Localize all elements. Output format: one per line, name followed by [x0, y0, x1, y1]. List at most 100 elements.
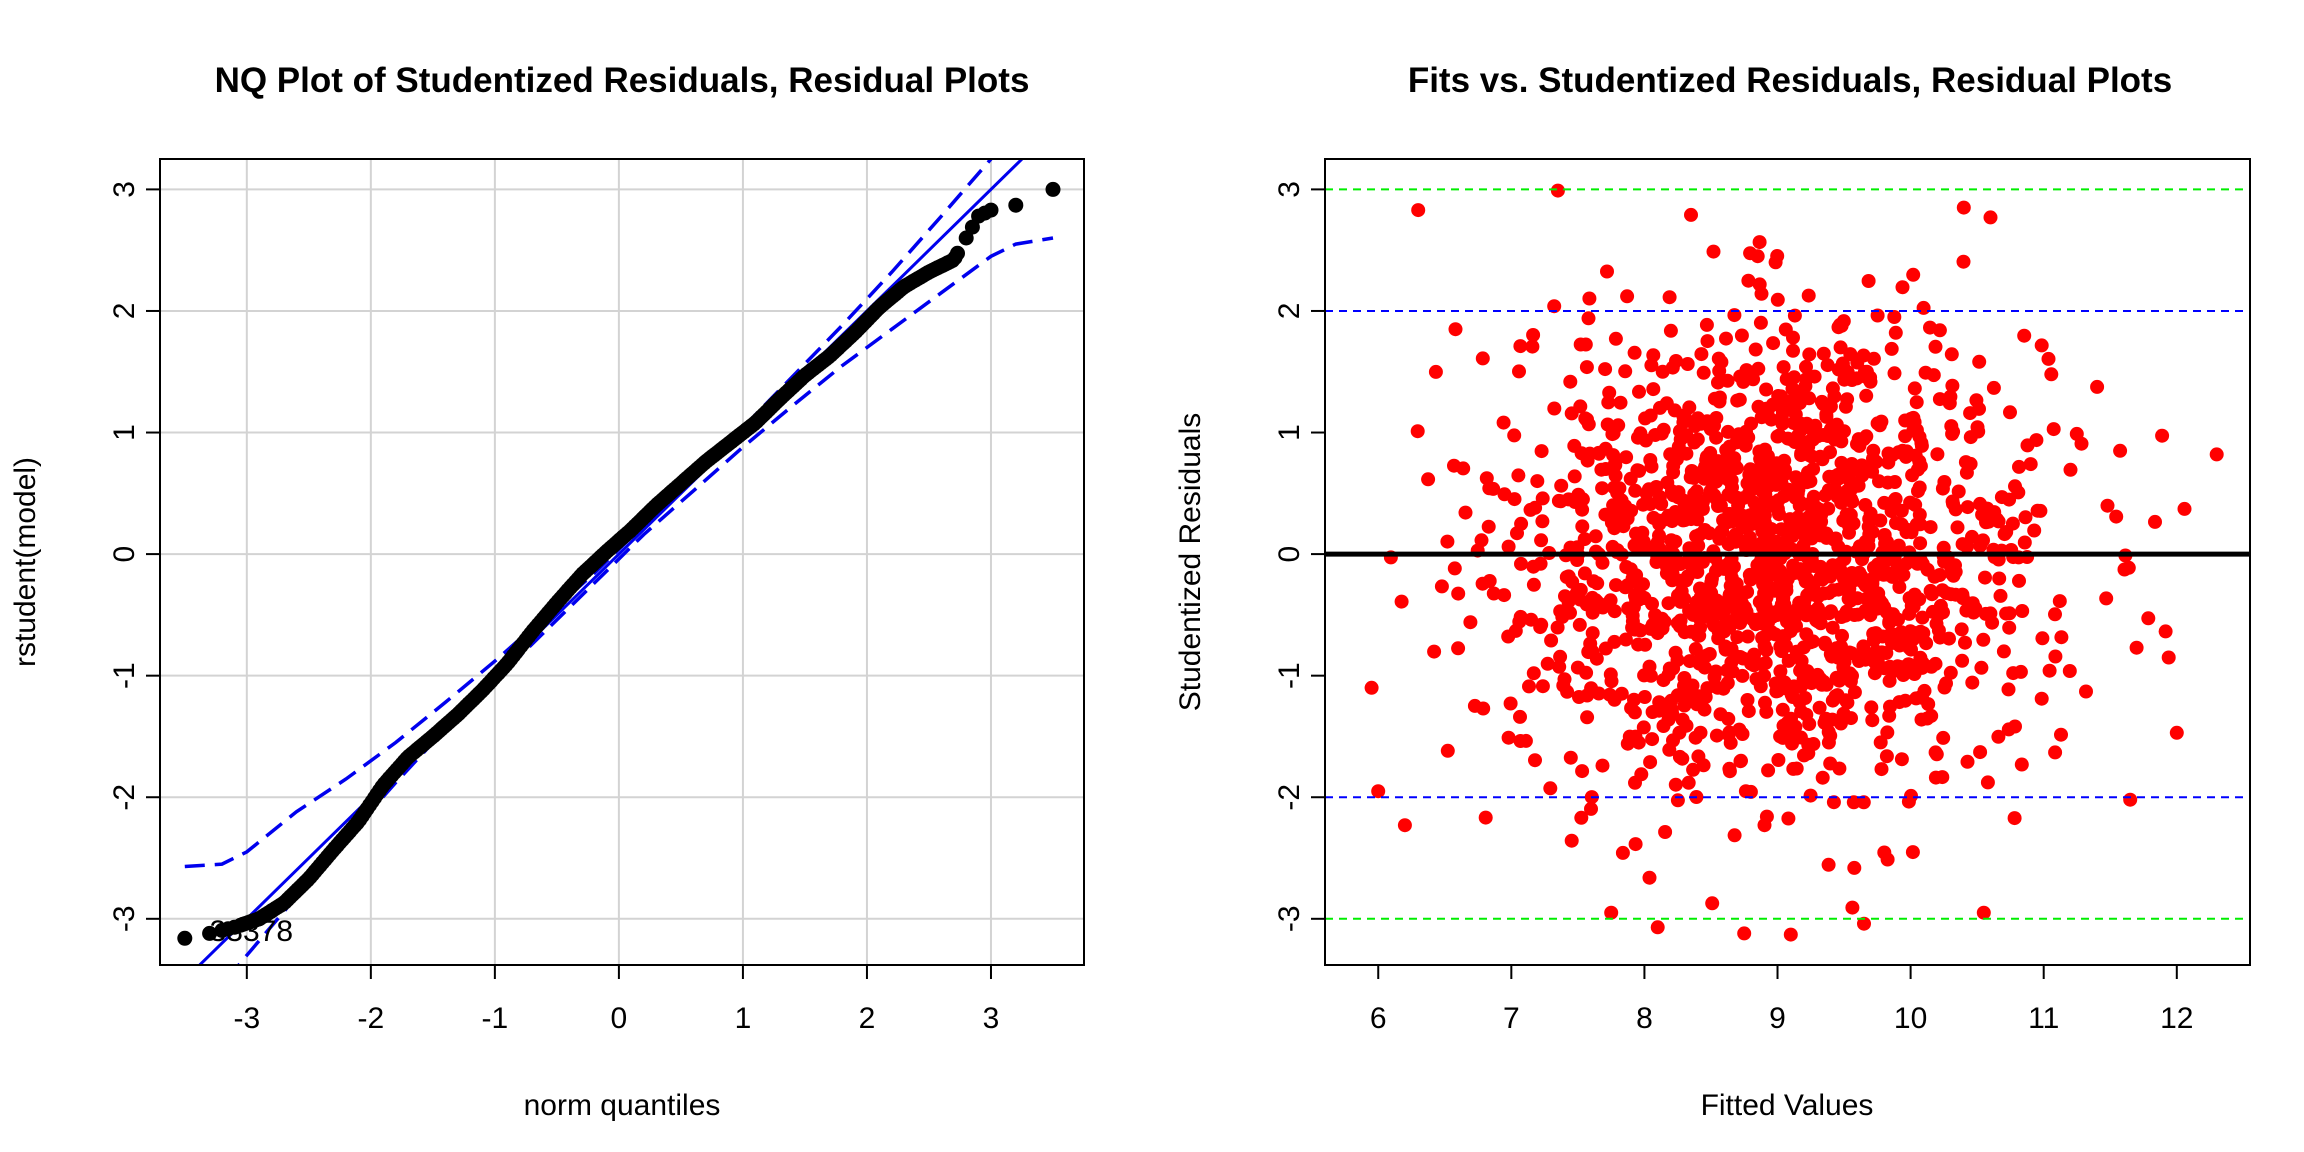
fits-plot-point [1780, 715, 1795, 730]
fits-plot-point [1833, 716, 1848, 731]
fits-plot-point [1526, 666, 1541, 681]
fits-plot-point [1754, 410, 1769, 425]
fits-plot-point [1554, 478, 1569, 493]
fits-plot-point [1579, 665, 1594, 680]
fits-plot-point [1677, 698, 1692, 713]
fits-plot-point [1761, 763, 1776, 778]
fits-plot-point [1661, 712, 1676, 727]
fits-plot-point [1954, 622, 1969, 637]
fits-plot-point [1690, 628, 1705, 643]
fits-plot-point [1497, 588, 1512, 603]
fits-plot-point [1892, 580, 1907, 594]
fits-plot-point [1814, 507, 1829, 522]
fits-plot-point [1667, 403, 1682, 418]
fits-plot-point [1501, 730, 1516, 745]
fits-plot-point [1776, 360, 1791, 375]
fits-plot-point [1600, 264, 1614, 279]
fits-plot-point [1801, 288, 1816, 303]
fits-plot-y-tick-label: -2 [1273, 784, 1306, 811]
fits-plot-point [1976, 632, 1991, 647]
fits-plot-point [1944, 347, 1959, 362]
fits-plot-point [1879, 605, 1894, 620]
fits-plot-point [1663, 447, 1678, 462]
fits-plot-point [1864, 583, 1879, 598]
fits-plot-point [1950, 520, 1965, 535]
nq-plot-point [964, 219, 980, 235]
fits-plot-point [1710, 680, 1725, 695]
fits-plot-point [1914, 438, 1929, 453]
fits-plot-point [1670, 793, 1685, 808]
fits-plot-point [1845, 900, 1860, 915]
fits-plot-point [1709, 728, 1724, 743]
fits-plot-point [1840, 392, 1855, 407]
fits-plot-point [1580, 453, 1595, 468]
fits-plot-point [1790, 394, 1805, 409]
fits-plot-point [1872, 594, 1886, 609]
nq-plot-reference-line [197, 159, 1025, 965]
fits-plot-point [1715, 524, 1730, 539]
fits-plot-point [1910, 556, 1925, 571]
fits-plot-point [2048, 745, 2063, 760]
fits-plot-point [1996, 644, 2011, 659]
fits-plot-point [1835, 356, 1850, 371]
fits-plot-point [1756, 600, 1771, 615]
fits-plot-point [1528, 500, 1543, 515]
fits-plot-point [1563, 750, 1578, 765]
fits-plot-point [1857, 916, 1871, 931]
fits-plot-point [1842, 525, 1856, 540]
fits-plot-point [1969, 393, 1984, 408]
fits-plot-point [1834, 495, 1849, 510]
fits-plot-point [2003, 405, 2017, 420]
fits-plot-point [1732, 589, 1747, 604]
fits-plot-point [1847, 685, 1862, 700]
fits-plot-point [1528, 753, 1542, 768]
fits-plot-point [1822, 606, 1836, 621]
fits-plot-point [1533, 556, 1548, 571]
fits-plot-point [1816, 674, 1831, 689]
fits-plot-y-tick-label: -1 [1273, 662, 1306, 689]
fits-plot-point [1911, 484, 1925, 499]
fits-plot-point [1877, 495, 1892, 510]
fits-plot-point [1781, 653, 1796, 668]
fits-plot-point [1872, 418, 1887, 433]
fits-plot-point [1633, 426, 1648, 441]
fits-plot-point [1825, 620, 1840, 635]
fits-plot-point [2027, 523, 2042, 538]
fits-plot-point [1608, 458, 1623, 472]
nq-plot-x-ticks: -3 -2 -1 0 1 2 3 [233, 965, 999, 1035]
fits-plot-area [1325, 183, 2250, 942]
fits-plot-point [1775, 702, 1790, 717]
fits-plot-point [1629, 568, 1644, 583]
fits-plot-point [1559, 570, 1574, 585]
fits-plot-point [1878, 537, 1893, 551]
fits-plot-point [1959, 465, 1974, 480]
fits-plot-point [1884, 341, 1899, 356]
fits-plot-point [1864, 700, 1879, 715]
fits-plot-point [1618, 632, 1633, 647]
fits-plot-point [1935, 770, 1950, 785]
fits-plot-point [1776, 467, 1791, 482]
fits-plot-point [1644, 358, 1659, 373]
fits-plot-point [1873, 513, 1888, 528]
fits-plot-point [1643, 668, 1658, 683]
fits-plot-point [2054, 630, 2069, 645]
fits-plot-point [1550, 620, 1565, 635]
fits-plot-point [2033, 503, 2048, 518]
fits-plot-point [1700, 334, 1715, 349]
fits-plot-point [1668, 777, 1683, 792]
fits-plot-point [1557, 672, 1572, 687]
fits-plot-point [1572, 617, 1587, 632]
fits-plot-point [2158, 624, 2173, 639]
fits-plot-point [2002, 492, 2017, 507]
fits-plot-point [1526, 577, 1541, 592]
fits-plot-point [1507, 492, 1522, 507]
nq-plot-x-tick-label: 2 [859, 1002, 876, 1035]
fits-plot-point [1785, 690, 1800, 704]
fits-plot-point [1766, 336, 1781, 351]
fits-plot-point [1512, 614, 1527, 629]
fits-plot-point [1664, 533, 1679, 548]
fits-plot-point [1501, 539, 1516, 554]
nq-plot-annotation: 33378 [210, 915, 293, 948]
fits-plot-point [1842, 587, 1857, 602]
fits-plot-point [1564, 406, 1579, 421]
